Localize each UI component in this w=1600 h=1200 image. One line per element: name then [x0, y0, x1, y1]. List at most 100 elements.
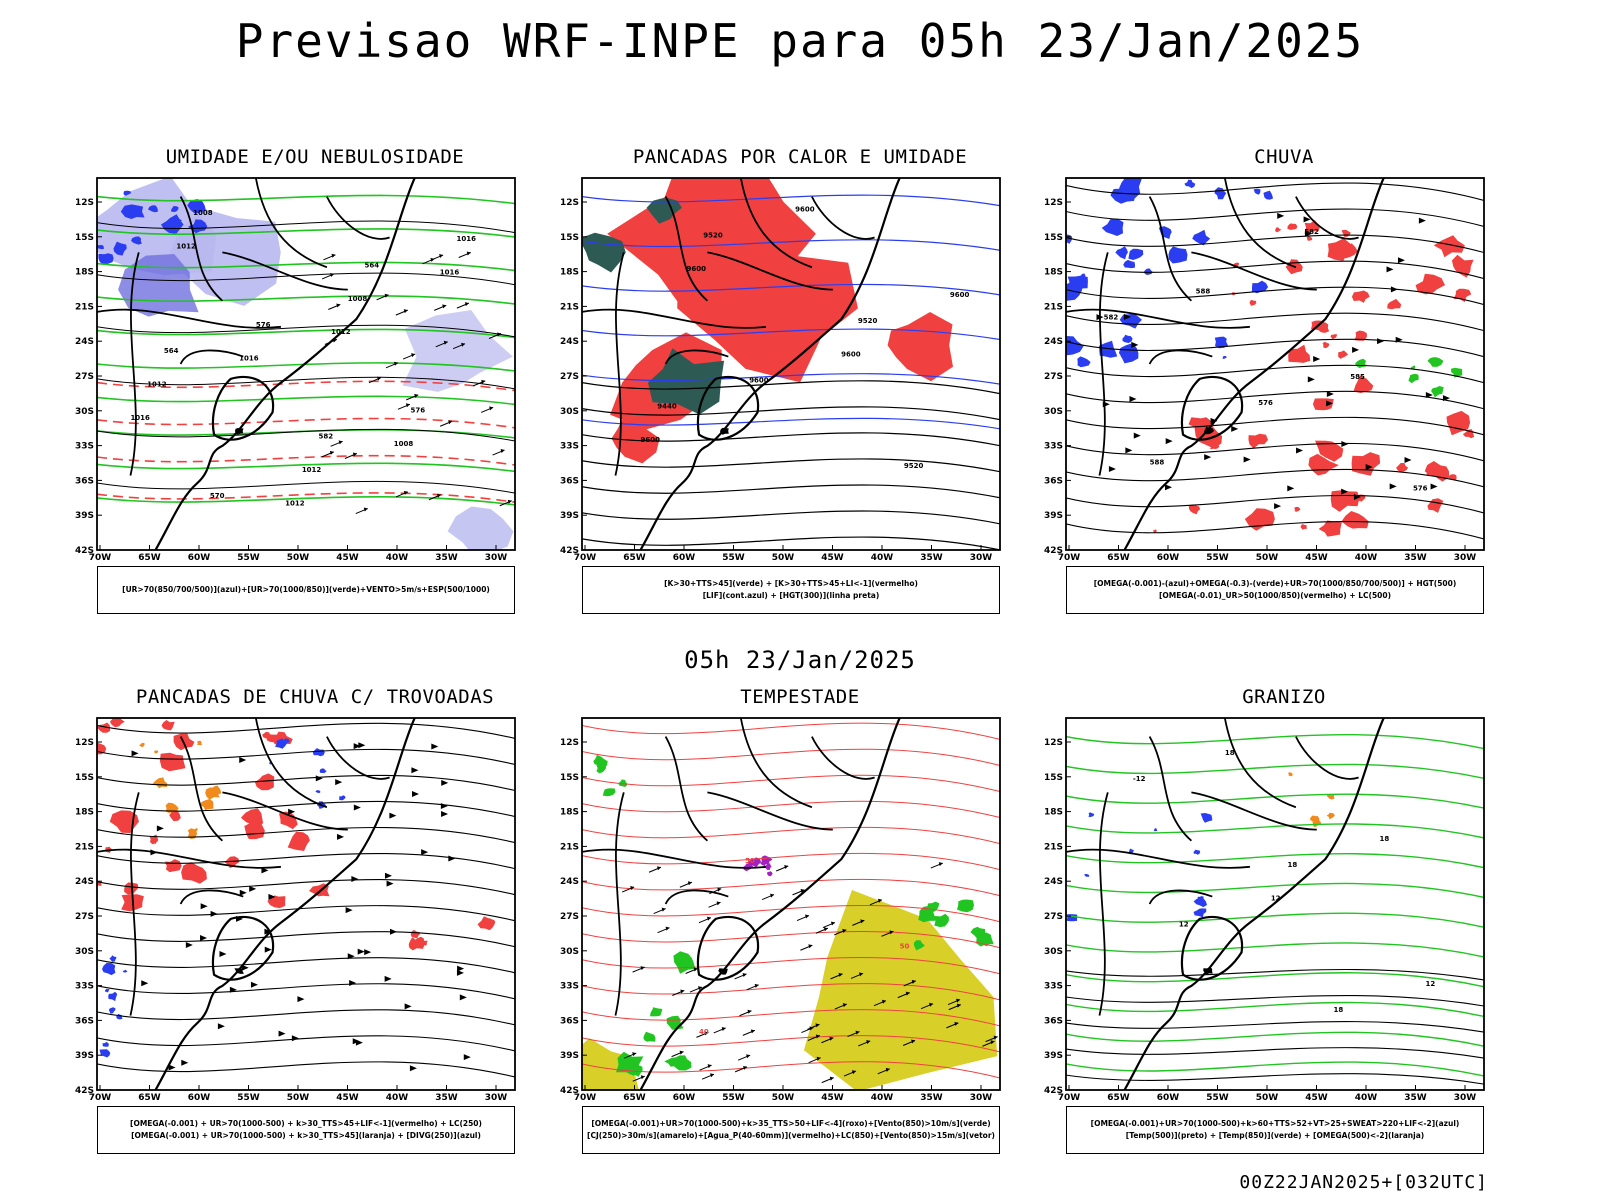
streamline-arrow [249, 885, 257, 892]
omega-500-area [1310, 815, 1319, 822]
temp-850-contour [1066, 972, 1484, 988]
streamline-250 [97, 983, 515, 1000]
convection-red-area [240, 808, 264, 829]
lon-tick-label: 60W [1157, 553, 1180, 563]
divergence-area [99, 1049, 111, 1058]
state-border [326, 196, 390, 240]
hgt-300-contour [582, 432, 1000, 447]
contour-label: 1016 [130, 414, 150, 422]
wind-vector [746, 1054, 751, 1059]
wind-vector [809, 1026, 814, 1031]
omega-ur-area [1288, 344, 1311, 363]
lon-tick-label: 55W [237, 553, 260, 563]
wind-vector [717, 887, 722, 892]
omega-ur-area [1341, 511, 1369, 529]
omega-ur-area [1275, 227, 1282, 233]
humidity-850-700-500-area [98, 253, 114, 265]
hgt-300-contour [582, 510, 1000, 525]
wind-vector [704, 1031, 709, 1036]
streamline-arrow [404, 1003, 412, 1010]
contour-label: 570 [210, 492, 225, 500]
convection-orange-area [152, 777, 168, 789]
state-border [97, 848, 282, 869]
state-border [664, 889, 729, 905]
lon-tick-label: 50W [772, 553, 795, 563]
convection-red-area [159, 752, 186, 772]
wind-vector [710, 1073, 715, 1078]
hgt-500-contour [1066, 468, 1484, 488]
thickness-500-1000-contour [97, 492, 515, 503]
wind-vector [829, 1076, 834, 1081]
omega-ur-area [1312, 398, 1334, 411]
convection-red-area [267, 895, 286, 909]
streamline-arrow [1274, 503, 1282, 510]
wind-vector [993, 1035, 998, 1040]
humidity-850-700-500-area [447, 506, 514, 550]
state-border [1295, 196, 1359, 240]
temp-850-contour [1066, 942, 1484, 958]
convection-red-area [254, 773, 275, 791]
wind-850-area [618, 779, 628, 787]
streamline-arrow [1442, 395, 1450, 402]
lat-tick-label: 12S [1044, 738, 1063, 748]
lat-tick-label: 24S [75, 877, 94, 887]
map-layers: 588 585 588 582 582 576 576 [1066, 178, 1484, 550]
wind-vector [461, 342, 466, 347]
temp-850-contour [1066, 882, 1484, 899]
wind-vector [330, 272, 335, 277]
humidity-1000-850-contour [97, 362, 515, 372]
wind-850-area [927, 901, 940, 913]
wind-vector [500, 449, 505, 454]
wind-vector [747, 1009, 752, 1014]
lat-tick-label: 36S [75, 1016, 94, 1026]
thickness-500-1000-contour [97, 454, 515, 466]
lat-tick-label: 30S [1044, 407, 1063, 417]
lc-850-streamline [582, 826, 1000, 845]
wind-vector [808, 944, 813, 949]
temp-850-contour [1066, 793, 1484, 809]
streamline-arrow [200, 903, 208, 910]
wind-vector [665, 926, 670, 931]
hail-area [1128, 848, 1135, 854]
omega-ur-area [1327, 238, 1355, 261]
omega-strong-area [1408, 373, 1419, 384]
wind-vector [838, 972, 843, 977]
omega-ur-area [1351, 290, 1370, 303]
contour-label: 18 [1288, 861, 1298, 869]
lat-tick-label: 12S [75, 738, 94, 748]
omega-ur-area [1387, 298, 1402, 310]
wind-vector [377, 376, 382, 381]
lon-tick-label: 70W [1058, 553, 1081, 563]
hgt-500-contour [1066, 208, 1484, 228]
contour-label: 18 [1334, 1006, 1344, 1014]
lon-tick-label: 30W [1454, 1093, 1477, 1103]
wind-vector [630, 886, 635, 891]
lifted-index-contour [582, 194, 1000, 207]
state-border [1148, 349, 1213, 365]
wind-vector [815, 1023, 820, 1028]
omega-ur-area [1427, 498, 1444, 513]
omega-strong-area [1427, 357, 1444, 367]
map-plot: 588 585 588 582 582 576 576 12S 15S 18S 21S 24S 27S 3… [1044, 177, 1485, 563]
wind-vector [394, 361, 399, 366]
wind-850-area [957, 899, 974, 913]
hgt-500-contour [1066, 260, 1484, 280]
contour-label: 18 [1380, 835, 1390, 843]
streamline-arrow [448, 855, 456, 862]
wind-vector [384, 293, 389, 298]
wind-vector [442, 304, 447, 309]
hail-area [1200, 813, 1213, 823]
run-timestamp: 00Z22JAN2025+[032UTC] [1239, 1172, 1488, 1193]
contour-label: 12 [1179, 920, 1189, 928]
omega-ur-area [1433, 235, 1465, 258]
divergence-area [339, 795, 346, 801]
lat-tick-label: 27S [1044, 372, 1063, 382]
state-border [1098, 792, 1109, 1016]
streamline-arrow [1131, 341, 1139, 348]
streamline-arrow [168, 1064, 176, 1071]
streamline-arrow [239, 889, 247, 896]
lat-tick-label: 18S [560, 268, 579, 278]
uruguay-border [696, 376, 760, 441]
lat-tick-label: 39S [560, 511, 579, 521]
omega-ur-area [1249, 299, 1257, 306]
